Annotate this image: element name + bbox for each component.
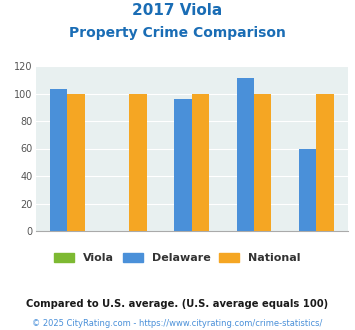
Bar [254,93,272,231]
Text: Compared to U.S. average. (U.S. average equals 100): Compared to U.S. average. (U.S. average … [26,299,329,309]
Bar [236,79,254,231]
Bar [174,99,192,231]
Text: Property Crime Comparison: Property Crime Comparison [69,26,286,40]
Text: © 2025 CityRating.com - https://www.cityrating.com/crime-statistics/: © 2025 CityRating.com - https://www.city… [32,319,323,328]
Bar [192,93,209,231]
Bar [130,93,147,231]
Text: 2017 Viola: 2017 Viola [132,3,223,18]
Bar [316,93,334,231]
Bar [67,93,84,231]
Bar [299,148,316,231]
Legend: Viola, Delaware, National: Viola, Delaware, National [51,249,304,267]
Bar [50,89,67,231]
